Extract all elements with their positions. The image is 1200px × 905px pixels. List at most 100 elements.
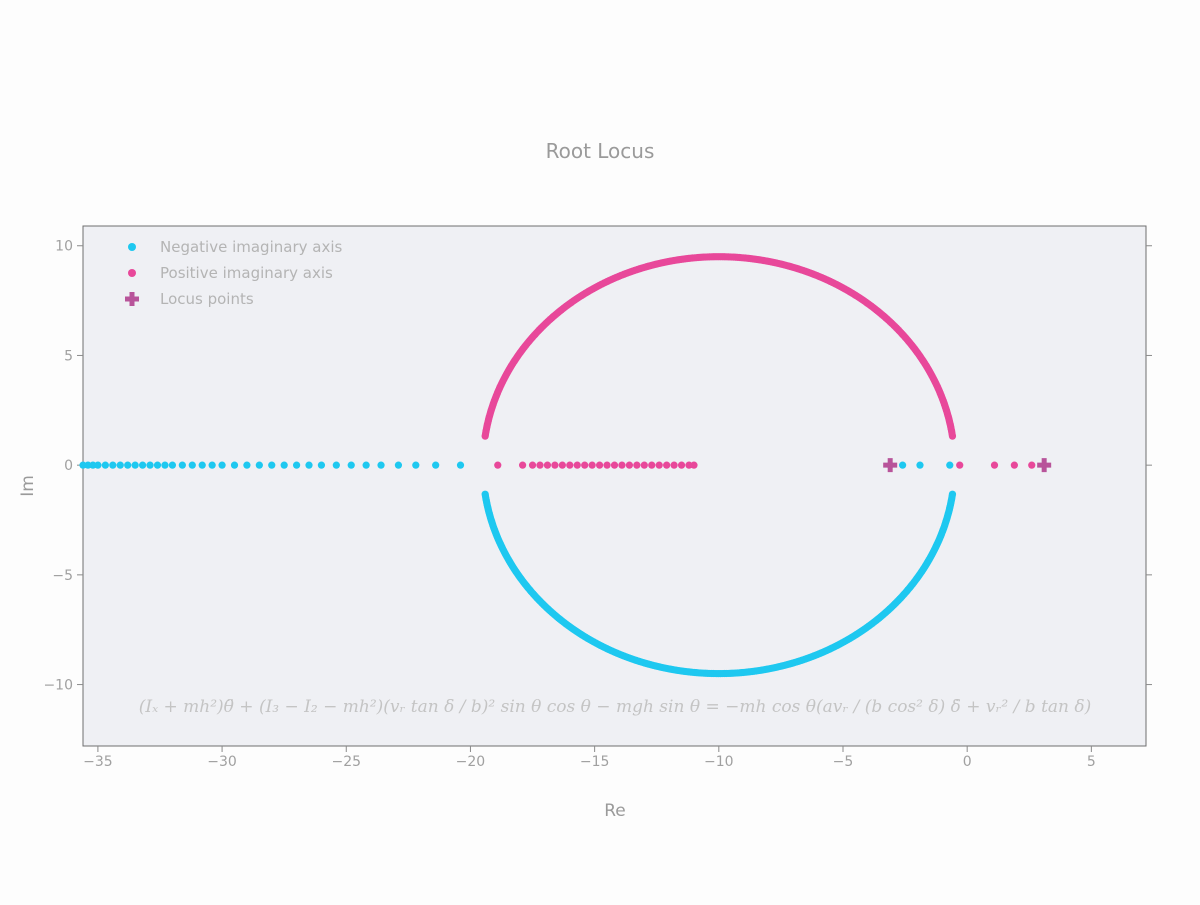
real-axis-point [161,461,169,469]
real-axis-point [685,461,693,469]
real-axis-point [109,461,117,469]
x-tick-label: 0 [963,754,972,770]
real-axis-point [899,461,907,469]
real-axis-point [456,461,465,469]
real-axis-point [84,461,92,469]
real-axis-point [610,461,619,469]
real-axis-point [670,461,678,469]
real-axis-point [432,461,440,469]
real-axis-point [116,461,124,469]
real-axis-point [280,461,288,469]
real-axis-point [332,461,340,469]
legend: Negative imaginary axis Positive imaginar… [125,238,342,308]
legend-label: Negative imaginary axis [160,238,342,256]
locus-marker [883,458,898,473]
real-axis-point [218,461,226,469]
real-axis-point [131,461,139,469]
real-axis-point [377,461,385,469]
real-axis-point [362,461,370,469]
y-tick-label: 10 [55,239,73,255]
real-axis-point [178,461,186,469]
real-axis-point [581,461,589,469]
real-axis-point [690,461,698,469]
x-tick-label: −10 [704,754,734,770]
real-axis-point [618,461,626,469]
real-axis-point [625,461,634,469]
x-tick-label: −35 [83,754,113,770]
real-axis-point [603,461,611,469]
real-axis-point [139,461,147,469]
x-tick-label: −25 [331,754,361,770]
legend-label: Locus points [160,290,254,308]
real-axis-point [551,461,559,469]
real-axis-point [558,461,566,469]
real-axis-point [640,461,648,469]
locus-marker [1037,458,1052,473]
real-axis-point [79,461,87,469]
legend-label: Positive imaginary axis [160,264,333,282]
real-axis-point [146,461,154,469]
y-axis-title: Im [18,475,38,497]
real-axis-point [198,461,206,469]
x-tick-label: −30 [207,754,237,770]
y-tick-label: −10 [43,678,73,694]
real-axis-point [230,461,239,469]
y-tick-label: 0 [64,458,73,474]
real-axis-point [292,461,301,469]
legend-marker-dot [128,243,136,251]
real-axis-point [536,461,544,469]
real-axis-point [519,461,527,469]
real-axis-point [990,461,999,469]
real-axis-point [208,461,216,469]
real-axis-point [412,461,420,469]
real-axis-point [566,461,574,469]
axis-ticks: −35 −30 −25 −20 −15 −10 −5 0 5 10 5 0 −5 −10 [43,239,1152,770]
equation-annotation: (Iₓ + mh²)θ̈ + (I₃ − I₂ − mh²)(vᵣ tan δ … [139,697,1092,717]
real-axis-point [168,461,177,469]
x-axis-title: Re [604,801,626,821]
real-axis-point [655,461,663,469]
real-axis-point [153,461,162,469]
real-axis-point [648,461,656,469]
real-axis-point [1010,461,1018,469]
real-axis-point [243,461,251,469]
real-axis-point [663,461,671,469]
real-axis-point [124,461,132,469]
real-axis-point [347,461,355,469]
real-axis-point [268,461,276,469]
x-tick-label: −15 [580,754,610,770]
legend-marker-cross [125,292,139,306]
real-axis-point [956,461,964,469]
data-points [79,253,1052,678]
real-axis-point [101,461,109,469]
real-axis-point [573,461,581,469]
real-axis-point [305,461,313,469]
y-tick-label: 5 [64,348,73,364]
real-axis-point [633,461,641,469]
real-axis-point [188,461,196,469]
real-axis-point [317,461,326,469]
x-tick-label: 5 [1087,754,1096,770]
real-axis-point [1028,461,1036,469]
real-axis-point [677,461,686,469]
real-axis-point [255,461,263,469]
real-axis-point [94,461,102,469]
x-tick-label: −20 [456,754,486,770]
x-tick-label: −5 [833,754,854,770]
locus-point [481,432,489,440]
real-axis-point [946,461,954,469]
legend-marker-dot [128,269,136,277]
real-axis-point [916,461,924,469]
real-axis-point [528,461,537,469]
chart-title: Root Locus [546,139,655,163]
real-axis-point [394,461,403,469]
real-axis-point [543,461,552,469]
locus-point [948,490,957,498]
y-tick-label: −5 [52,568,73,584]
plot-area [82,225,1147,747]
real-axis-point [494,461,502,469]
real-axis-point [595,461,604,469]
real-axis-point [588,461,596,469]
real-axis-point [89,461,97,469]
